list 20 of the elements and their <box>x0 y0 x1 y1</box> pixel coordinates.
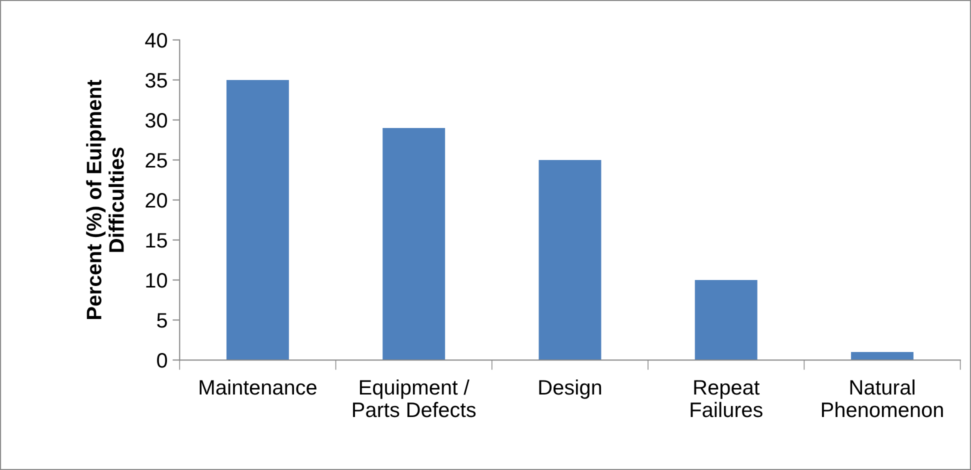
y-tick-label: 25 <box>146 152 167 168</box>
bar <box>694 280 758 360</box>
y-tick-label: 0 <box>157 353 168 368</box>
y-tick-label: 30 <box>145 112 168 128</box>
y-axis-title: Percent (%) of Euipment Difficulties <box>86 80 124 319</box>
y-tick-label: 20 <box>146 192 168 208</box>
bar <box>538 160 602 360</box>
y-tick-label: 10 <box>146 273 168 288</box>
bar <box>851 352 914 360</box>
y-tick-label: 35 <box>145 72 167 88</box>
y-tick-label: 15 <box>146 233 167 248</box>
y-tick-label: 5 <box>157 313 167 328</box>
x-tick-label: Maintenance <box>200 379 316 395</box>
y-tick-label: 40 <box>145 32 168 48</box>
x-tick-label: Equipment / Parts Defects <box>353 379 476 418</box>
x-tick-label: Design <box>539 379 602 399</box>
x-tick-label: Natural Phenomenon <box>822 379 943 418</box>
bar <box>226 80 289 360</box>
x-tick-label: Repeat Failures <box>690 380 762 418</box>
bar <box>382 128 446 360</box>
